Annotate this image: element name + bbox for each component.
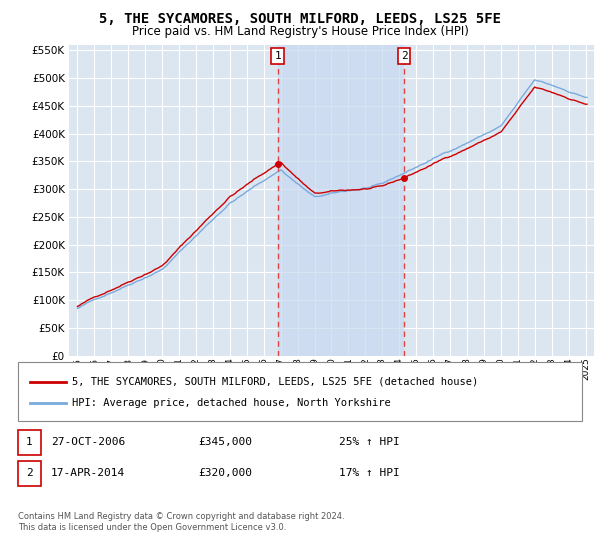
Text: £320,000: £320,000 [198, 468, 252, 478]
Text: 25% ↑ HPI: 25% ↑ HPI [339, 437, 400, 447]
Bar [278, 45, 404, 356]
Text: 2: 2 [401, 51, 407, 61]
Text: £345,000: £345,000 [198, 437, 252, 447]
Text: 27-OCT-2006: 27-OCT-2006 [51, 437, 125, 447]
Text: 17-APR-2014: 17-APR-2014 [51, 468, 125, 478]
Text: 2: 2 [26, 468, 33, 478]
Text: 5, THE SYCAMORES, SOUTH MILFORD, LEEDS, LS25 5FE (detached house): 5, THE SYCAMORES, SOUTH MILFORD, LEEDS, … [72, 377, 478, 387]
Text: 5, THE SYCAMORES, SOUTH MILFORD, LEEDS, LS25 5FE: 5, THE SYCAMORES, SOUTH MILFORD, LEEDS, … [99, 12, 501, 26]
Text: HPI: Average price, detached house, North Yorkshire: HPI: Average price, detached house, Nort… [72, 398, 391, 408]
Text: Contains HM Land Registry data © Crown copyright and database right 2024.
This d: Contains HM Land Registry data © Crown c… [18, 512, 344, 532]
Text: Price paid vs. HM Land Registry's House Price Index (HPI): Price paid vs. HM Land Registry's House … [131, 25, 469, 38]
Text: 1: 1 [274, 51, 281, 61]
Text: 1: 1 [26, 437, 33, 447]
Text: 17% ↑ HPI: 17% ↑ HPI [339, 468, 400, 478]
